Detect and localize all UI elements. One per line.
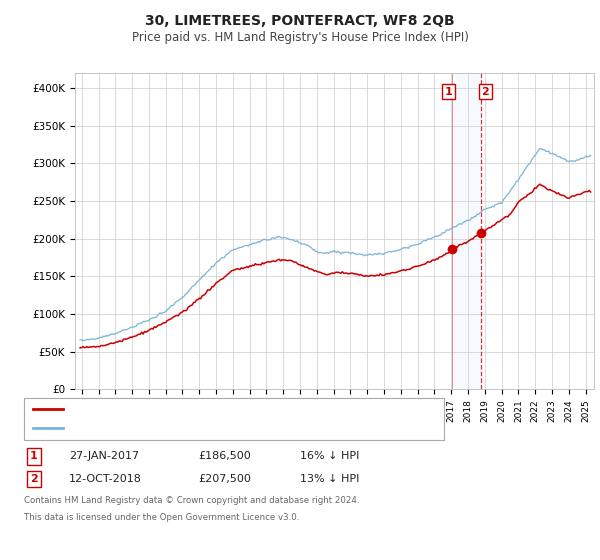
Text: 1: 1 bbox=[30, 451, 38, 461]
Text: 2: 2 bbox=[482, 87, 490, 97]
Text: £207,500: £207,500 bbox=[198, 474, 251, 484]
Text: 1: 1 bbox=[445, 87, 452, 97]
Text: 2: 2 bbox=[30, 474, 38, 484]
Text: 27-JAN-2017: 27-JAN-2017 bbox=[69, 451, 139, 461]
Text: HPI: Average price, detached house, Wakefield: HPI: Average price, detached house, Wake… bbox=[69, 423, 313, 433]
Text: 13% ↓ HPI: 13% ↓ HPI bbox=[300, 474, 359, 484]
Text: Contains HM Land Registry data © Crown copyright and database right 2024.: Contains HM Land Registry data © Crown c… bbox=[24, 496, 359, 505]
Text: 30, LIMETREES, PONTEFRACT, WF8 2QB (detached house): 30, LIMETREES, PONTEFRACT, WF8 2QB (deta… bbox=[69, 404, 370, 414]
Text: 16% ↓ HPI: 16% ↓ HPI bbox=[300, 451, 359, 461]
Text: 30, LIMETREES, PONTEFRACT, WF8 2QB: 30, LIMETREES, PONTEFRACT, WF8 2QB bbox=[145, 14, 455, 28]
Text: This data is licensed under the Open Government Licence v3.0.: This data is licensed under the Open Gov… bbox=[24, 513, 299, 522]
Text: Price paid vs. HM Land Registry's House Price Index (HPI): Price paid vs. HM Land Registry's House … bbox=[131, 31, 469, 44]
Text: £186,500: £186,500 bbox=[198, 451, 251, 461]
Bar bbox=[452, 73, 481, 389]
Text: 12-OCT-2018: 12-OCT-2018 bbox=[69, 474, 142, 484]
